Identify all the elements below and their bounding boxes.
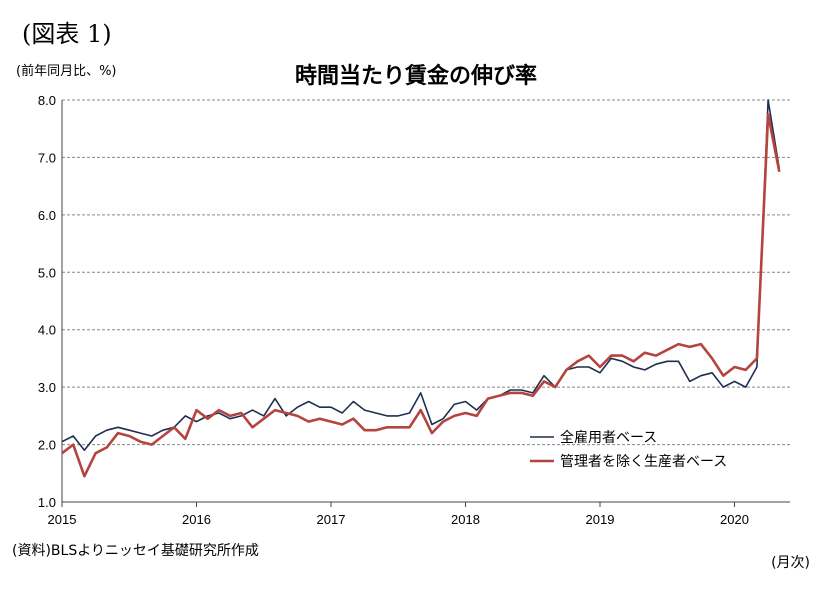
y-tick-label: 3.0	[38, 380, 56, 395]
y-tick-label: 6.0	[38, 208, 56, 223]
y-tick-label: 8.0	[38, 93, 56, 108]
grid-lines	[62, 99, 790, 446]
legend-label: 全雇用者ベース	[560, 429, 657, 446]
figure-label: (図表 1)	[22, 20, 112, 48]
x-tick-labels: 2015 2016 2017 2018 2019 2020	[48, 502, 749, 527]
x-tick-label: 2019	[586, 512, 615, 527]
x-tick-label: 2020	[720, 512, 749, 527]
legend-label: 管理者を除く生産者ベース	[560, 454, 727, 470]
x-unit-label: (月次)	[771, 555, 810, 571]
series-line-1	[61, 99, 781, 452]
x-tick-label: 2015	[48, 512, 77, 527]
series-lines	[61, 99, 781, 478]
x-tick-label: 2018	[451, 512, 480, 527]
y-tick-labels: 1.0 2.0 3.0 4.0 5.0 6.0 7.0 8.0	[38, 93, 56, 510]
chart-title: 時間当たり賃金の伸び率	[294, 64, 537, 89]
y-tick-label: 2.0	[38, 438, 56, 453]
axes	[61, 100, 790, 503]
x-tick-label: 2016	[182, 512, 211, 527]
y-tick-label: 1.0	[38, 495, 56, 510]
y-tick-label: 4.0	[38, 323, 56, 338]
y-unit-label: (前年同月比、%)	[16, 64, 117, 79]
y-tick-label: 7.0	[38, 150, 56, 165]
source-note: (資料)BLSよりニッセイ基礎研究所作成	[12, 543, 259, 559]
y-tick-label: 5.0	[38, 265, 56, 280]
x-tick-label: 2017	[317, 512, 346, 527]
series-line-2	[61, 113, 781, 478]
